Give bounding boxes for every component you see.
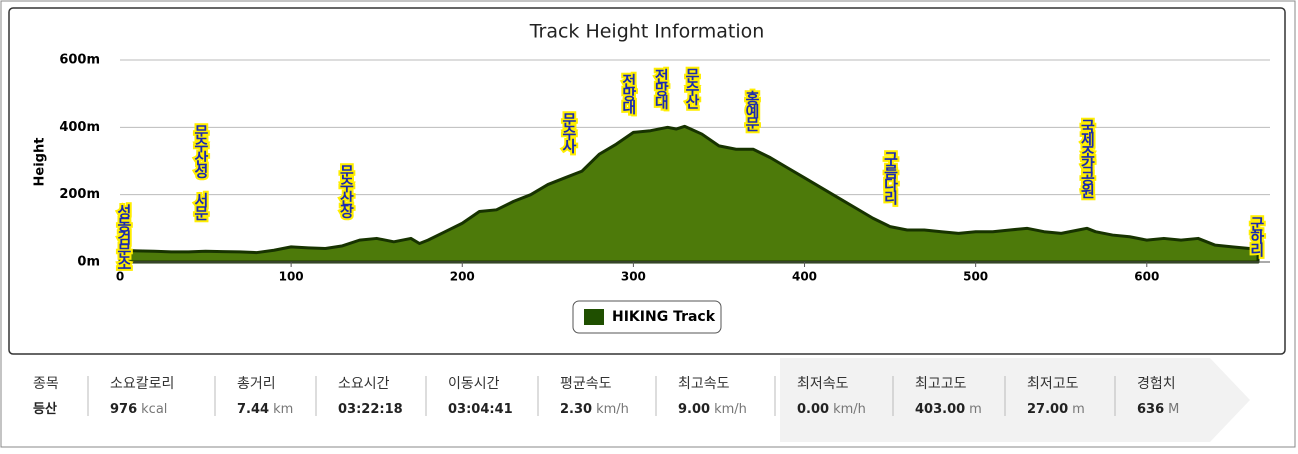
legend-swatch xyxy=(584,309,604,325)
stat-label: 평균속도 xyxy=(560,376,612,392)
annotation: 문수산성 서문 xyxy=(192,124,210,220)
x-tick-label: 300 xyxy=(621,270,646,284)
stat-value: 976 kcal xyxy=(110,402,167,417)
stat-number: 7.44 xyxy=(237,402,269,417)
y-tick-label: 200m xyxy=(59,187,100,202)
stat-unit: M xyxy=(1168,402,1179,417)
x-tick-label: 600 xyxy=(1134,270,1159,284)
stat-value: 403.00 m xyxy=(915,402,982,417)
stat-label: 소요시간 xyxy=(338,376,390,392)
stat-unit: m xyxy=(969,402,982,417)
stat-number: 27.00 xyxy=(1027,402,1068,417)
annotation: 국제조각공원 xyxy=(1078,118,1096,198)
x-tick-label: 0 xyxy=(116,270,124,284)
stat-label: 최고속도 xyxy=(678,376,730,392)
stats-backdrop xyxy=(780,358,1250,442)
annotation: 군하리 xyxy=(1248,216,1266,258)
legend-label: HIKING Track xyxy=(612,309,716,325)
y-tick-label: 0m xyxy=(77,255,100,270)
annotation: 전망대 xyxy=(620,73,638,115)
stat-value: 2.30 km/h xyxy=(560,402,629,417)
legend xyxy=(572,300,722,334)
stat-value: 등산 xyxy=(33,401,57,417)
stat-label: 총거리 xyxy=(237,376,276,392)
stat-unit: kcal xyxy=(141,402,167,417)
stat-label: 이동시간 xyxy=(448,376,500,392)
stat-number: 03:22:18 xyxy=(338,402,403,417)
stat-number: 03:04:41 xyxy=(448,402,513,417)
x-tick-label: 500 xyxy=(963,270,988,284)
y-axis-label: Height xyxy=(33,138,48,187)
stat-label: 최고고도 xyxy=(915,376,967,392)
area xyxy=(118,124,1260,264)
stat-label: 소요칼로리 xyxy=(110,376,174,392)
stat-number: 등산 xyxy=(33,401,57,417)
x-tick-label: 400 xyxy=(792,270,817,284)
y-tick-label: 600m xyxy=(59,53,100,68)
stat-number: 636 xyxy=(1137,402,1164,417)
chart-title: Track Height Information xyxy=(529,21,765,43)
stat-value: 03:04:41 xyxy=(448,402,513,417)
stat-label: 최저고도 xyxy=(1027,376,1079,392)
stat-unit: m xyxy=(1072,402,1085,417)
x-tick-label: 100 xyxy=(279,270,304,284)
annotation: 문수사 xyxy=(560,112,578,154)
stat-value: 27.00 m xyxy=(1027,402,1085,417)
stat-label: 경험치 xyxy=(1137,376,1176,392)
x-tick-label: 200 xyxy=(450,270,475,284)
stat-label: 최저속도 xyxy=(797,376,849,392)
plot: 0m 200m 400m 600m 0 100 200 300 400 500 600 성동검문소 문수… xyxy=(59,53,1270,284)
stat-unit: km/h xyxy=(596,402,629,417)
annotation: 구름다리 xyxy=(882,151,900,206)
stat-unit: km/h xyxy=(833,402,866,417)
stat-value: 636 M xyxy=(1137,402,1179,417)
stat-number: 9.00 xyxy=(678,402,710,417)
annotation: 문수산 xyxy=(683,68,701,109)
stat-value: 0.00 km/h xyxy=(797,402,866,417)
annotation: 성동검문소 xyxy=(115,203,133,270)
stat-unit: km/h xyxy=(714,402,747,417)
stat-unit: km xyxy=(273,402,293,417)
stat-number: 0.00 xyxy=(797,402,829,417)
stat-number: 2.30 xyxy=(560,402,592,417)
stat-number: 976 xyxy=(110,402,137,417)
stat-label: 종목 xyxy=(33,376,59,392)
y-tick-label: 400m xyxy=(59,120,100,135)
stat-value: 03:22:18 xyxy=(338,402,403,417)
stat-value: 7.44 km xyxy=(237,402,293,417)
stat-value: 9.00 km/h xyxy=(678,402,747,417)
annotation: 문수산장 xyxy=(337,164,355,219)
stat-number: 403.00 xyxy=(915,402,965,417)
annotation: 홍예문 xyxy=(743,89,761,131)
annotation: 전망대 xyxy=(652,68,670,110)
